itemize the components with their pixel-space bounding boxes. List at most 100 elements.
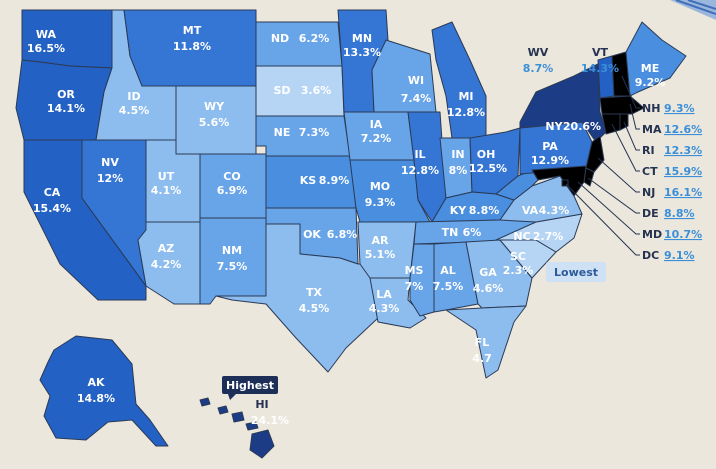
state-value-wi: 7.4%	[401, 92, 432, 105]
list-abbr-ct: CT	[642, 165, 658, 178]
list-value-dc: 9.1%	[664, 249, 695, 262]
state-nj[interactable]	[585, 135, 605, 173]
list-abbr-dc: DC	[642, 249, 659, 262]
state-tx[interactable]	[215, 223, 379, 373]
state-value-or: 14.1%	[47, 102, 85, 115]
state-ma[interactable]	[599, 95, 645, 115]
state-value-vt: 14.3%	[581, 62, 619, 75]
state-abbr-ar: AR	[372, 234, 390, 247]
state-abbr-wv: WV	[528, 46, 549, 59]
state-value-me: 9.2%	[635, 76, 666, 89]
list-value-nh: 9.3%	[664, 102, 695, 115]
leader-line-md	[577, 181, 640, 235]
highest-tag: Highest	[222, 376, 278, 400]
state-abbr-ia: IA	[370, 118, 383, 131]
state-me[interactable]	[625, 21, 687, 97]
state-abbr-mn: MN	[352, 32, 372, 45]
state-value-mi: 12.8%	[447, 106, 485, 119]
state-abbr-nv: NV	[101, 156, 119, 169]
state-value-id: 4.5%	[119, 104, 150, 117]
list-value-de: 8.8%	[664, 207, 695, 220]
state-abbr-tx: TX	[306, 286, 323, 299]
list-value-ri: 12.3%	[664, 144, 702, 157]
state-abbr-wy: WY	[204, 100, 225, 113]
state-abbr-vt: VT	[592, 46, 609, 59]
state-value-tn: 6%	[463, 226, 482, 239]
state-hi[interactable]	[199, 397, 275, 459]
state-value-ny: 20.6%	[563, 120, 601, 133]
state-value-wv: 8.7%	[523, 62, 554, 75]
state-abbr-ms: MS	[405, 264, 424, 277]
state-value-nv: 12%	[97, 172, 123, 185]
state-value-mt: 11.8%	[173, 40, 211, 53]
state-value-il: 12.8%	[401, 164, 439, 177]
list-abbr-ri: RI	[642, 144, 655, 157]
state-abbr-ak: AK	[87, 376, 105, 389]
list-value-ma: 12.6%	[664, 123, 702, 136]
state-value-al: 7.5%	[433, 280, 464, 293]
state-value-sd: 3.6%	[301, 84, 332, 97]
state-abbr-fl: FL	[475, 336, 490, 349]
list-value-md: 10.7%	[664, 228, 702, 241]
state-abbr-id: ID	[127, 90, 140, 103]
list-abbr-nh: NH	[642, 102, 660, 115]
leader-line-nj	[597, 157, 640, 193]
state-abbr-me: ME	[641, 62, 659, 75]
state-value-mo: 9.3%	[365, 196, 396, 209]
state-abbr-mi: MI	[458, 90, 473, 103]
state-abbr-ca: CA	[44, 186, 61, 199]
state-va[interactable]	[499, 175, 583, 223]
state-abbr-mt: MT	[183, 24, 202, 37]
state-value-ky: 8.8%	[469, 204, 500, 217]
state-abbr-wi: WI	[408, 74, 424, 87]
state-abbr-nd: ND	[271, 32, 289, 45]
state-value-ca: 15.4%	[33, 202, 71, 215]
leader-line-de	[587, 177, 640, 214]
state-abbr-in: IN	[451, 148, 464, 161]
list-abbr-ma: MA	[642, 123, 662, 136]
state-value-az: 4.2%	[151, 258, 182, 271]
state-value-pa: 12.9%	[531, 154, 569, 167]
state-abbr-or: OR	[57, 88, 75, 101]
state-value-wa: 16.5%	[27, 42, 65, 55]
state-value-in: 8%	[449, 164, 468, 177]
state-value-sc: 2.3%	[503, 264, 534, 277]
state-value-ga: 4.6%	[473, 282, 504, 295]
state-abbr-pa: PA	[542, 140, 558, 153]
state-value-ks: 8.9%	[319, 174, 350, 187]
state-abbr-ne: NE	[274, 126, 291, 139]
state-abbr-nm: NM	[222, 244, 242, 257]
leader-line-ma	[629, 103, 640, 130]
state-value-ok: 6.8%	[327, 228, 358, 241]
state-md[interactable]	[531, 165, 587, 197]
state-value-ia: 7.2%	[361, 132, 392, 145]
state-al[interactable]	[433, 241, 479, 313]
state-abbr-ut: UT	[158, 170, 175, 183]
state-abbr-co: CO	[223, 170, 240, 183]
state-abbr-nc: NC	[513, 230, 530, 243]
state-value-tx: 4.5%	[299, 302, 330, 315]
state-ak[interactable]	[39, 335, 169, 447]
state-abbr-tn: TN	[442, 226, 459, 239]
state-abbr-va: VA	[522, 204, 539, 217]
state-abbr-sd: SD	[273, 84, 290, 97]
state-fl[interactable]	[445, 305, 527, 379]
state-value-fl: 4.7	[472, 352, 492, 365]
state-abbr-ga: GA	[479, 266, 497, 279]
state-value-wy: 5.6%	[199, 116, 230, 129]
state-abbr-il: IL	[414, 148, 425, 161]
list-value-nj: 16.1%	[664, 186, 702, 199]
lowest-tag: Lowest	[546, 262, 606, 282]
leader-line-dc	[565, 183, 640, 256]
state-ny[interactable]	[519, 63, 607, 143]
corner-stripes-decoration	[670, 0, 716, 20]
state-value-ut: 4.1%	[151, 184, 182, 197]
state-abbr-sc: SC	[510, 250, 526, 263]
state-abbr-ok: OK	[303, 228, 321, 241]
state-abbr-ks: KS	[300, 174, 317, 187]
state-value-oh: 12.5%	[469, 162, 507, 175]
state-value-va: 4.3%	[539, 204, 570, 217]
state-value-nc: 2.7%	[533, 230, 564, 243]
state-value-nd: 6.2%	[299, 32, 330, 45]
state-abbr-al: AL	[440, 264, 456, 277]
